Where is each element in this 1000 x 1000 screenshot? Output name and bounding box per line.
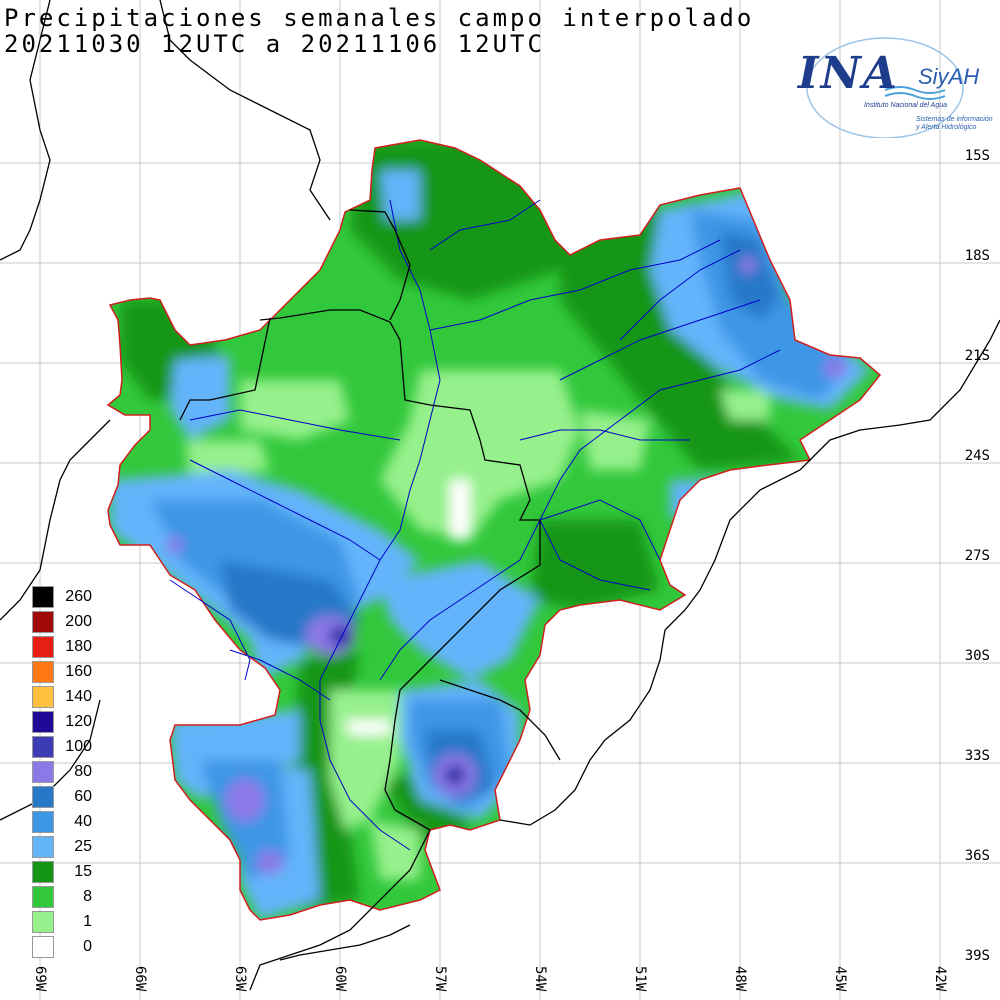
legend-swatch — [32, 711, 54, 733]
map-date-range: 20211030 12UTC a 20211106 12UTC — [4, 30, 545, 58]
legend-item: 200 — [30, 610, 100, 635]
logo-siyah-text: SiyAH — [918, 64, 980, 89]
legend-label: 80 — [74, 763, 92, 780]
lat-label: 27S — [965, 548, 990, 564]
legend-label: 160 — [65, 663, 92, 680]
legend-label: 120 — [65, 713, 92, 730]
lon-label: 45W — [832, 966, 848, 992]
legend-item: 1 — [30, 910, 100, 935]
lon-label: 48W — [732, 966, 748, 992]
legend-swatch — [32, 836, 54, 858]
lat-label: 33S — [965, 748, 990, 764]
legend-item: 15 — [30, 860, 100, 885]
legend-swatch — [32, 786, 54, 808]
legend-swatch — [32, 911, 54, 933]
longitude-labels: 69W 66W 63W 60W 57W 54W 51W 48W 45W 42W — [32, 966, 948, 992]
legend-item: 25 — [30, 835, 100, 860]
lat-label: 18S — [965, 248, 990, 264]
rivers — [169, 199, 781, 851]
legend-swatch — [32, 761, 54, 783]
lon-label: 66W — [132, 966, 148, 992]
lat-label: 30S — [965, 648, 990, 664]
lon-label: 60W — [332, 966, 348, 992]
ina-siyah-logo: INA SiyAH Instituto Nacional del Agua Si… — [790, 28, 1000, 138]
logo-system-line1: Sistemas de información — [916, 116, 993, 123]
legend-item: 120 — [30, 710, 100, 735]
lat-label: 15S — [965, 148, 990, 164]
legend-label: 60 — [74, 788, 92, 805]
lon-label: 69W — [32, 966, 48, 992]
legend-item: 100 — [30, 735, 100, 760]
legend-swatch — [32, 586, 54, 608]
legend-label: 1 — [83, 913, 92, 930]
legend-label: 100 — [65, 738, 92, 755]
legend-item: 80 — [30, 760, 100, 785]
legend-item: 0 — [30, 935, 100, 960]
legend-label: 180 — [65, 638, 92, 655]
legend-label: 8 — [83, 888, 92, 905]
legend-item: 8 — [30, 885, 100, 910]
legend-label: 0 — [83, 938, 92, 955]
lon-label: 57W — [432, 966, 448, 992]
legend-swatch — [32, 611, 54, 633]
legend-item: 140 — [30, 685, 100, 710]
legend-label: 140 — [65, 688, 92, 705]
legend-swatch — [32, 686, 54, 708]
lon-label: 51W — [632, 966, 648, 992]
lon-label: 54W — [532, 966, 548, 992]
legend-item: 260 — [30, 585, 100, 610]
lat-label: 39S — [965, 948, 990, 964]
legend-label: 200 — [65, 613, 92, 630]
logo-ina-text: INA — [798, 48, 899, 99]
logo-system: Sistemas de información y Alerta Hidroló… — [916, 116, 993, 132]
map-title: Precipitaciones semanales campo interpol… — [4, 4, 755, 32]
legend-label: 260 — [65, 588, 92, 605]
legend-swatch — [32, 861, 54, 883]
legend-swatch — [32, 936, 54, 958]
lon-label: 63W — [232, 966, 248, 992]
lat-label: 36S — [965, 848, 990, 864]
logo-swoosh-icon — [806, 37, 964, 138]
legend-swatch — [32, 661, 54, 683]
legend-swatch — [32, 736, 54, 758]
legend-label: 25 — [74, 838, 92, 855]
legend-item: 180 — [30, 635, 100, 660]
logo-system-line2: y Alerta Hidrológico — [916, 124, 977, 131]
legend-label: 15 — [74, 863, 92, 880]
legend-item: 40 — [30, 810, 100, 835]
lon-label: 42W — [932, 966, 948, 992]
legend-label: 40 — [74, 813, 92, 830]
legend-item: 160 — [30, 660, 100, 685]
legend-swatch — [32, 811, 54, 833]
precipitation-field — [108, 140, 880, 920]
legend-item: 60 — [30, 785, 100, 810]
legend-swatch — [32, 886, 54, 908]
lat-label: 24S — [965, 448, 990, 464]
logo-institution: Instituto Nacional del Agua — [864, 102, 948, 109]
lat-label: 21S — [965, 348, 990, 364]
legend-swatch — [32, 636, 54, 658]
precipitation-legend: 260 200 180 160 140 120 100 80 60 40 25 15 8 1 0 — [30, 585, 100, 960]
latitude-labels: 15S 18S 21S 24S 27S 30S 33S 36S 39S — [965, 148, 990, 964]
